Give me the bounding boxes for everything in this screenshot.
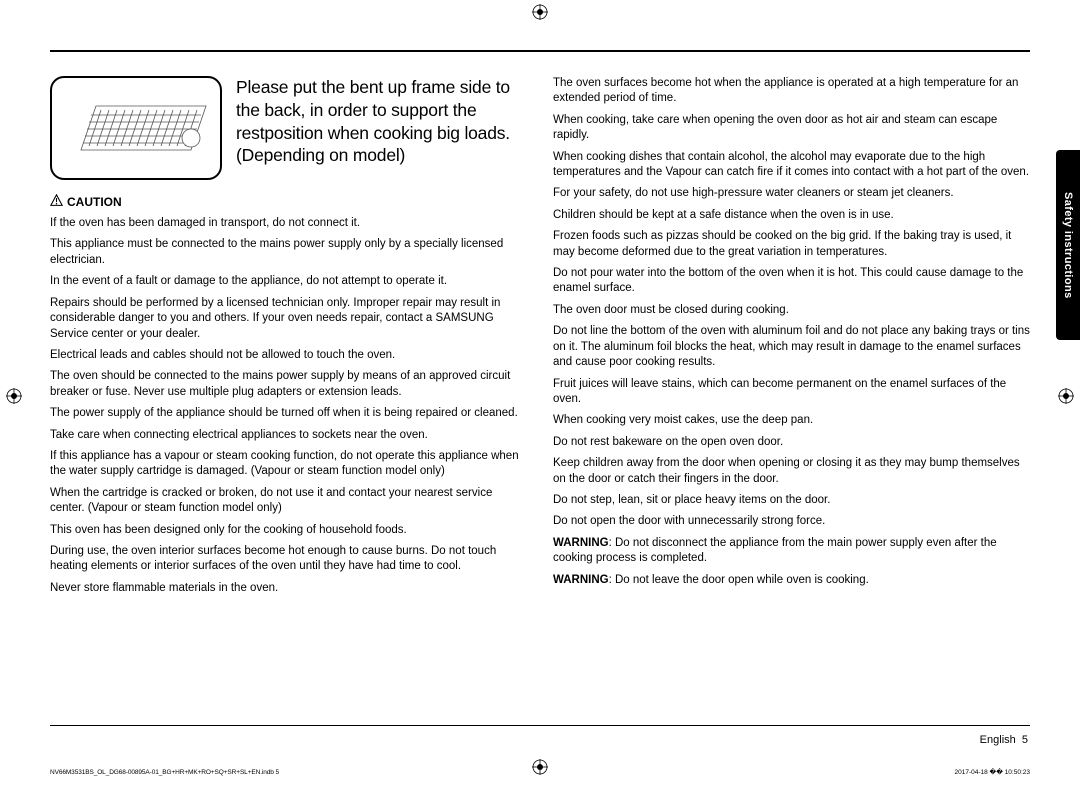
body-paragraph: The oven door must be closed during cook… [553,303,1030,318]
body-paragraph: When the cartridge is cracked or broken,… [50,486,527,517]
footer-rule [50,725,1030,726]
body-paragraph: This oven has been designed only for the… [50,523,527,538]
body-paragraph: If the oven has been damaged in transpor… [50,216,527,231]
body-paragraph: Do not step, lean, sit or place heavy it… [553,493,1030,508]
body-paragraph: Keep children away from the door when op… [553,456,1030,487]
body-paragraph: Do not rest bakeware on the open oven do… [553,435,1030,450]
body-paragraph: Repairs should be performed by a license… [50,296,527,342]
body-paragraph: Children should be kept at a safe distan… [553,208,1030,223]
body-paragraph: Take care when connecting electrical app… [50,428,527,443]
crop-mark-right [1058,388,1074,404]
body-paragraph: The power supply of the appliance should… [50,406,527,421]
caution-heading: CAUTION [50,194,527,210]
body-paragraph: In the event of a fault or damage to the… [50,274,527,289]
footer-timestamp: 2017-04-18 �� 10:50:23 [955,768,1031,776]
body-paragraph: Frozen foods such as pizzas should be co… [553,229,1030,260]
section-tab-label: Safety instructions [1062,192,1074,299]
body-paragraph: The oven surfaces become hot when the ap… [553,76,1030,107]
crop-mark-left [6,388,22,404]
body-paragraph: When cooking, take care when opening the… [553,113,1030,144]
warning-paragraph: WARNING: Do not leave the door open whil… [553,573,1030,588]
body-paragraph: This appliance must be connected to the … [50,237,527,268]
body-paragraph: During use, the oven interior surfaces b… [50,544,527,575]
crop-mark-bottom [532,759,548,780]
warning-triangle-icon [50,194,63,210]
body-paragraph: Electrical leads and cables should not b… [50,348,527,363]
right-column: The oven surfaces become hot when the ap… [553,76,1030,602]
body-paragraph: When cooking very moist cakes, use the d… [553,413,1030,428]
page-content: Please put the bent up frame side to the… [50,50,1030,724]
intro-paragraph: Please put the bent up frame side to the… [236,76,527,180]
body-paragraph: Fruit juices will leave stains, which ca… [553,377,1030,408]
body-paragraph: Do not pour water into the bottom of the… [553,266,1030,297]
crop-mark-top [532,4,548,20]
warning-paragraph: WARNING: Do not disconnect the appliance… [553,536,1030,567]
top-rule [50,50,1030,52]
section-tab: Safety instructions [1056,150,1080,340]
body-paragraph: For your safety, do not use high-pressur… [553,186,1030,201]
rack-illustration [50,76,222,180]
caution-label: CAUTION [67,194,122,210]
page-number: English 5 [980,734,1028,746]
footer-filename: NV66M3531BS_OL_DG68-00895A-01_BG+HR+MK+R… [50,769,279,776]
body-paragraph: When cooking dishes that contain alcohol… [553,150,1030,181]
body-paragraph: The oven should be connected to the main… [50,369,527,400]
left-column: Please put the bent up frame side to the… [50,76,527,602]
body-paragraph: If this appliance has a vapour or steam … [50,449,527,480]
body-paragraph: Never store flammable materials in the o… [50,581,527,596]
body-paragraph: Do not open the door with unnecessarily … [553,514,1030,529]
body-paragraph: Do not line the bottom of the oven with … [553,324,1030,370]
